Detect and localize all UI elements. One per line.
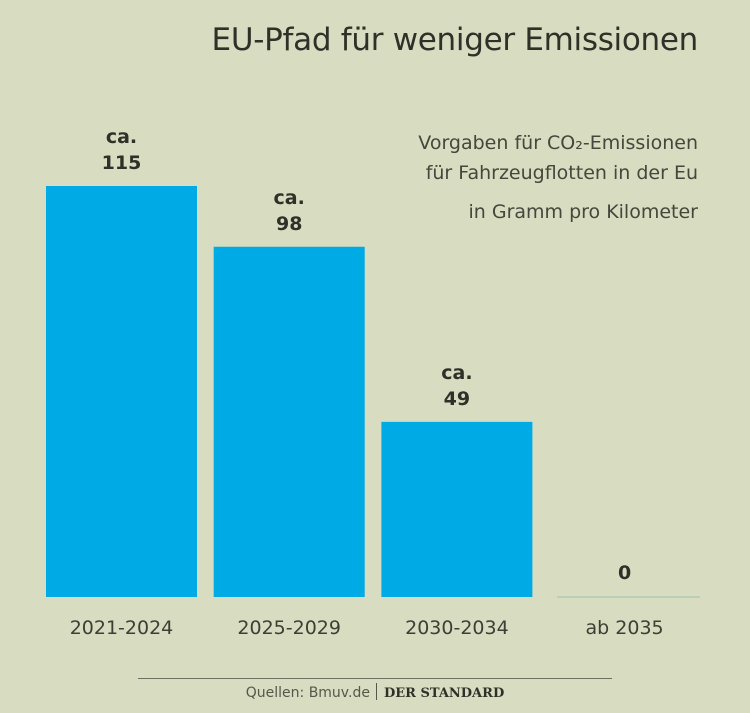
value-label-prefix: ca. <box>274 187 305 209</box>
footer-separator <box>375 683 377 700</box>
bar-2021-2024 <box>46 186 197 597</box>
subtitle-line-1: Vorgaben für CO₂-Emissionen <box>418 132 698 154</box>
footer-divider <box>138 678 612 679</box>
category-label: 2025-2029 <box>237 617 341 639</box>
bar-chart: ca. 115 2021-2024 ca. 98 2025-2029 ca. 49 2030-2… <box>46 126 701 639</box>
chart-subtitle: Vorgaben für CO₂-Emissionen für Fahrzeug… <box>418 128 698 188</box>
subtitle-line-2: für Fahrzeugflotten in der Eu <box>425 162 698 184</box>
category-label: ab 2035 <box>586 617 664 639</box>
value-label: 49 <box>444 388 470 410</box>
value-label: 98 <box>276 213 302 235</box>
source-text: Quellen: Bmuv.de <box>245 685 370 701</box>
value-label-prefix: ca. <box>441 362 472 384</box>
brand-logo: DER STANDARD <box>383 686 505 701</box>
value-label-prefix: ca. <box>106 126 137 148</box>
footer: Quellen: Bmuv.de DER STANDARD <box>0 683 750 701</box>
value-label: 115 <box>102 152 142 174</box>
bar-2030-2034 <box>381 421 533 597</box>
unit-label: in Gramm pro Kilometer <box>468 201 698 223</box>
category-label: 2021-2024 <box>70 617 174 639</box>
value-label: 0 <box>618 562 631 584</box>
bar-2025-2029 <box>213 246 365 597</box>
chart-title: EU-Pfad für weniger Emissionen <box>211 22 699 58</box>
category-label: 2030-2034 <box>405 617 509 639</box>
